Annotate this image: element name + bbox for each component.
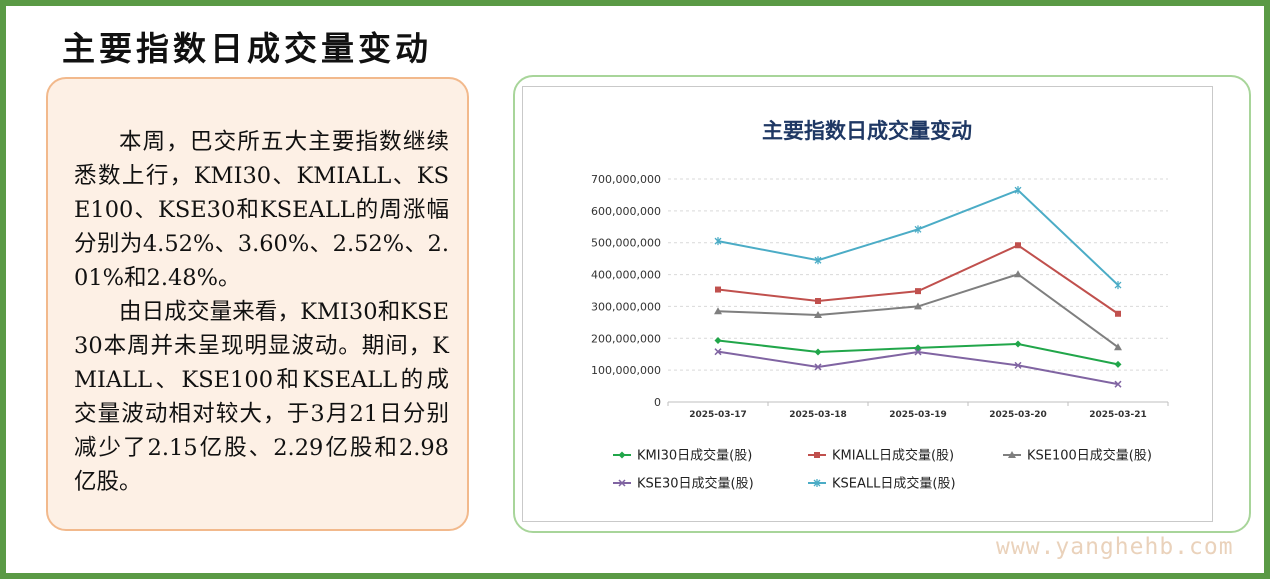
data-point-s5-1 (714, 237, 722, 246)
legend-marker (1008, 451, 1016, 458)
legend-label: KMI30日成交量(股) (637, 448, 752, 464)
data-point-s3-4 (1014, 270, 1022, 278)
chart-area: 主要指数日成交量变动 0 100,000,000 200,000,000 300,000… (522, 86, 1213, 522)
legend-marker (813, 479, 821, 487)
x-tick-label: 2025-03-17 (689, 410, 747, 420)
data-point-s5-2 (814, 256, 822, 265)
x-tick-label: 2025-03-18 (789, 410, 847, 420)
chart-title: 主要指数日成交量变动 (762, 119, 972, 143)
series-line-3 (717, 273, 1119, 349)
y-tick-label: 700,000,000 (591, 173, 661, 186)
legend-marker (814, 452, 820, 458)
data-point-s1-5 (1114, 360, 1122, 368)
legend-label: KMIALL日成交量(股) (832, 448, 954, 464)
data-point-s4-5 (1114, 380, 1122, 388)
legend-label: KSE100日成交量(股) (1027, 448, 1152, 464)
data-point-s5-3 (914, 225, 922, 234)
data-point-s2-5 (1115, 310, 1121, 317)
x-tick-label: 2025-03-19 (889, 410, 947, 420)
data-point-s2-1 (715, 286, 721, 293)
data-point-s2-4 (1015, 242, 1021, 249)
watermark: www.yanghehb.com (996, 534, 1234, 560)
y-tick-label: 500,000,000 (591, 237, 661, 250)
data-point-s3-3 (914, 302, 922, 310)
data-point-s5-4 (1014, 186, 1022, 195)
legend-marker (618, 479, 626, 487)
legend-label: KSEALL日成交量(股) (832, 476, 956, 492)
y-tick-label: 0 (654, 396, 661, 409)
legend-label: KSE30日成交量(股) (637, 476, 754, 492)
series-line-4 (717, 350, 1119, 386)
data-point-s3-5 (1114, 343, 1122, 351)
y-tick-label: 100,000,000 (591, 364, 661, 377)
data-point-s1-2 (814, 348, 822, 356)
data-point-s5-5 (1114, 281, 1122, 290)
data-point-s3-2 (814, 311, 822, 319)
data-point-s1-1 (714, 337, 722, 345)
summary-paragraph-1: 本周，巴交所五大主要指数继续悉数上行，KMI30、KMIALL、KSE100、K… (74, 129, 449, 291)
x-tick-label: 2025-03-20 (989, 410, 1047, 420)
data-point-s1-4 (1014, 340, 1022, 348)
y-tick-label: 400,000,000 (591, 269, 661, 282)
data-point-s4-2 (814, 363, 822, 371)
series-line-5 (717, 188, 1119, 286)
volume-line-chart: 主要指数日成交量变动 0 100,000,000 200,000,000 300,000… (591, 119, 1169, 492)
y-tick-label: 200,000,000 (591, 332, 661, 345)
data-point-s2-2 (815, 298, 821, 305)
data-point-s2-3 (915, 288, 921, 295)
y-tick-label: 600,000,000 (591, 205, 661, 218)
summary-paragraph-2: 由日成交量来看，KMI30和KSE30本周并未呈现明显波动。期间，KMIALL、… (74, 299, 449, 495)
legend-marker (618, 451, 626, 459)
y-tick-label: 300,000,000 (591, 300, 661, 313)
data-point-s3-1 (714, 307, 722, 315)
data-point-s4-3 (914, 348, 922, 356)
summary-text-panel: 本周，巴交所五大主要指数继续悉数上行，KMI30、KMIALL、KSE100、K… (46, 77, 469, 531)
x-tick-label: 2025-03-21 (1089, 410, 1147, 420)
data-point-s4-1 (714, 348, 722, 356)
data-point-s4-4 (1014, 361, 1022, 369)
page-title: 主要指数日成交量变动 (62, 29, 432, 68)
